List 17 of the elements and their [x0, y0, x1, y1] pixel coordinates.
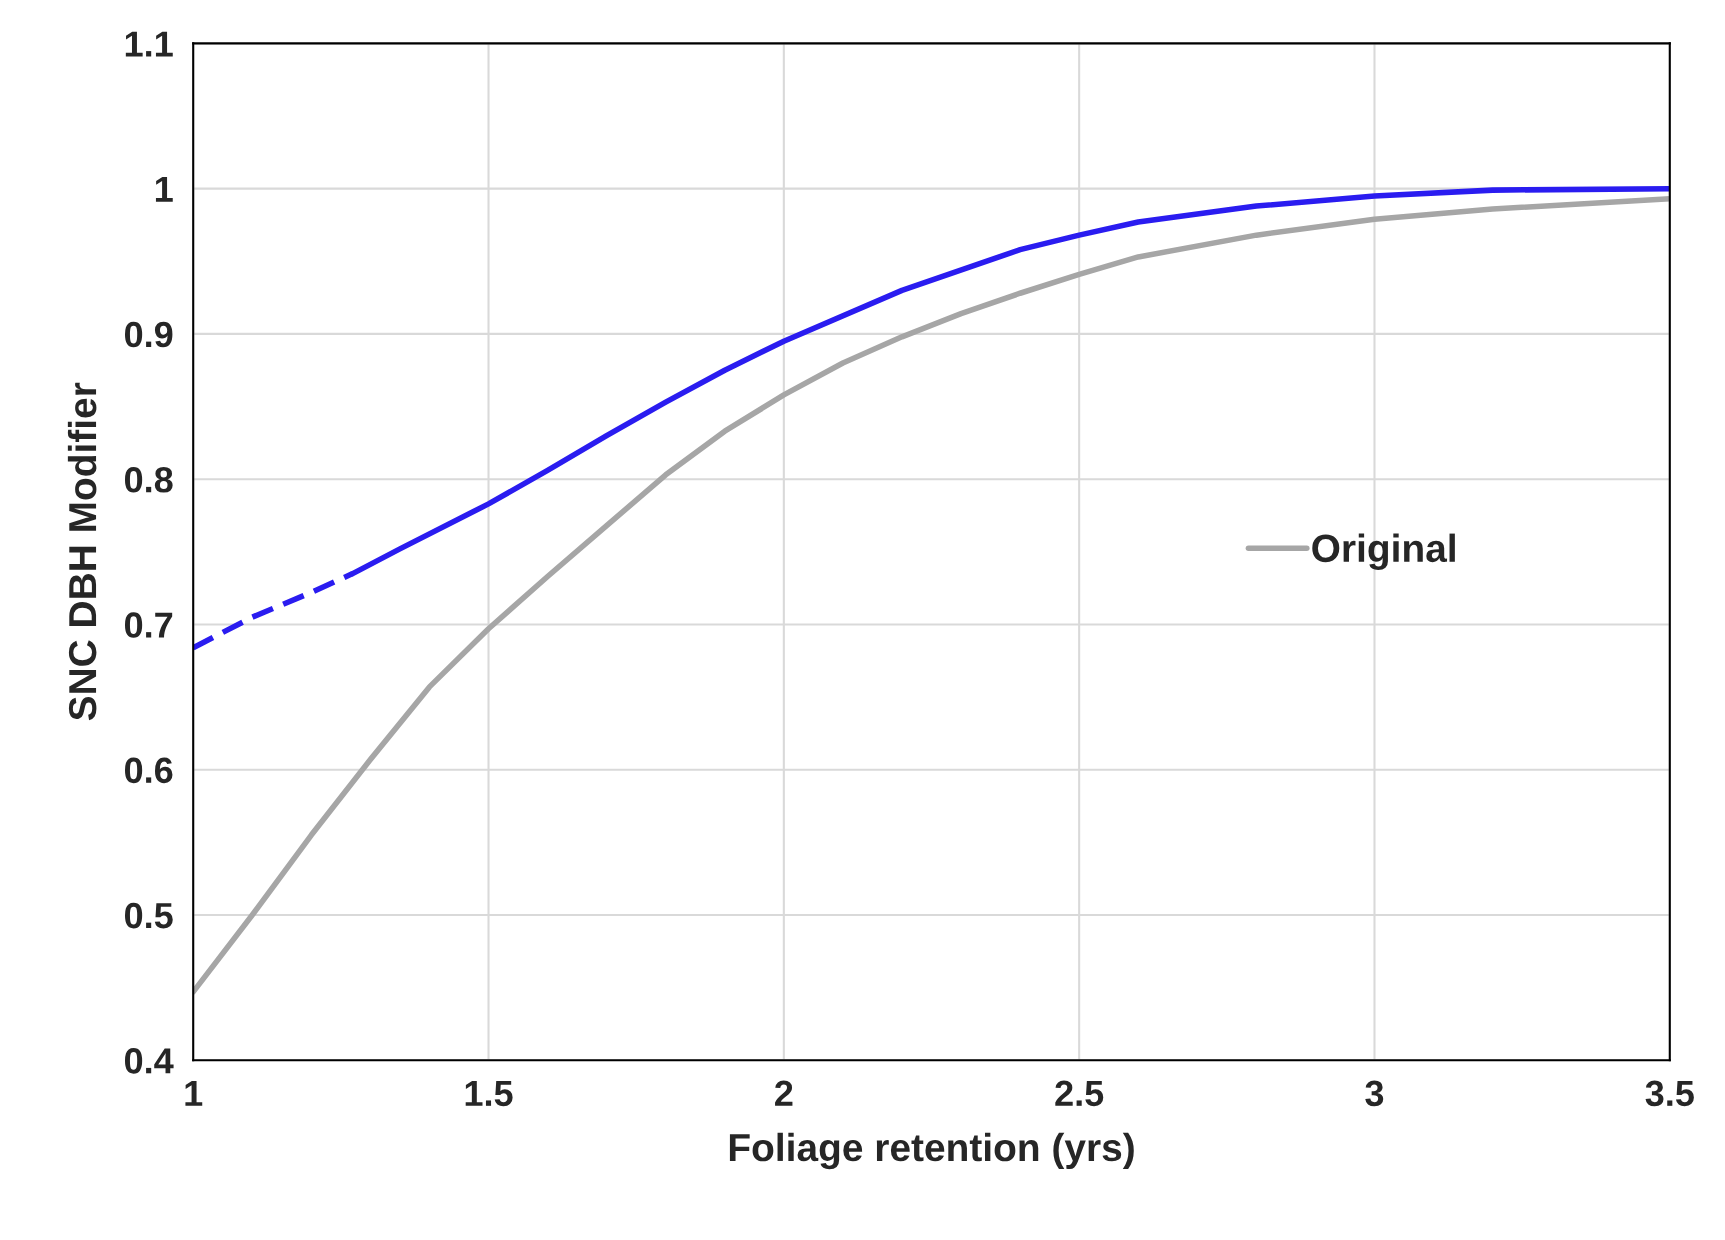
y-tick-label: 0.8: [124, 467, 173, 493]
y-tick-label: 1: [155, 176, 173, 202]
legend-label: Original: [1312, 533, 1455, 571]
y-tick-label: 0.5: [124, 902, 173, 929]
y-tick-label: 0.6: [124, 757, 173, 784]
x-tick-label: 2: [775, 1080, 793, 1106]
x-tick-label: 1: [185, 1080, 203, 1106]
y-tick-label: 1.1: [125, 31, 173, 57]
x-tick-label: 3: [1365, 1080, 1384, 1107]
x-axis-title: Foliage retention (yrs): [729, 1132, 1134, 1170]
y-axis-title: SNC DBH Modifier: [67, 382, 97, 721]
x-tick-label: 2.5: [1055, 1080, 1104, 1107]
x-tick-label: 1.5: [465, 1080, 513, 1107]
y-tick-label: 0.4: [124, 1048, 174, 1074]
y-tick-label: 0.7: [124, 612, 173, 638]
y-tick-label: 0.9: [124, 321, 173, 348]
x-tick-label: 3.5: [1645, 1080, 1694, 1107]
